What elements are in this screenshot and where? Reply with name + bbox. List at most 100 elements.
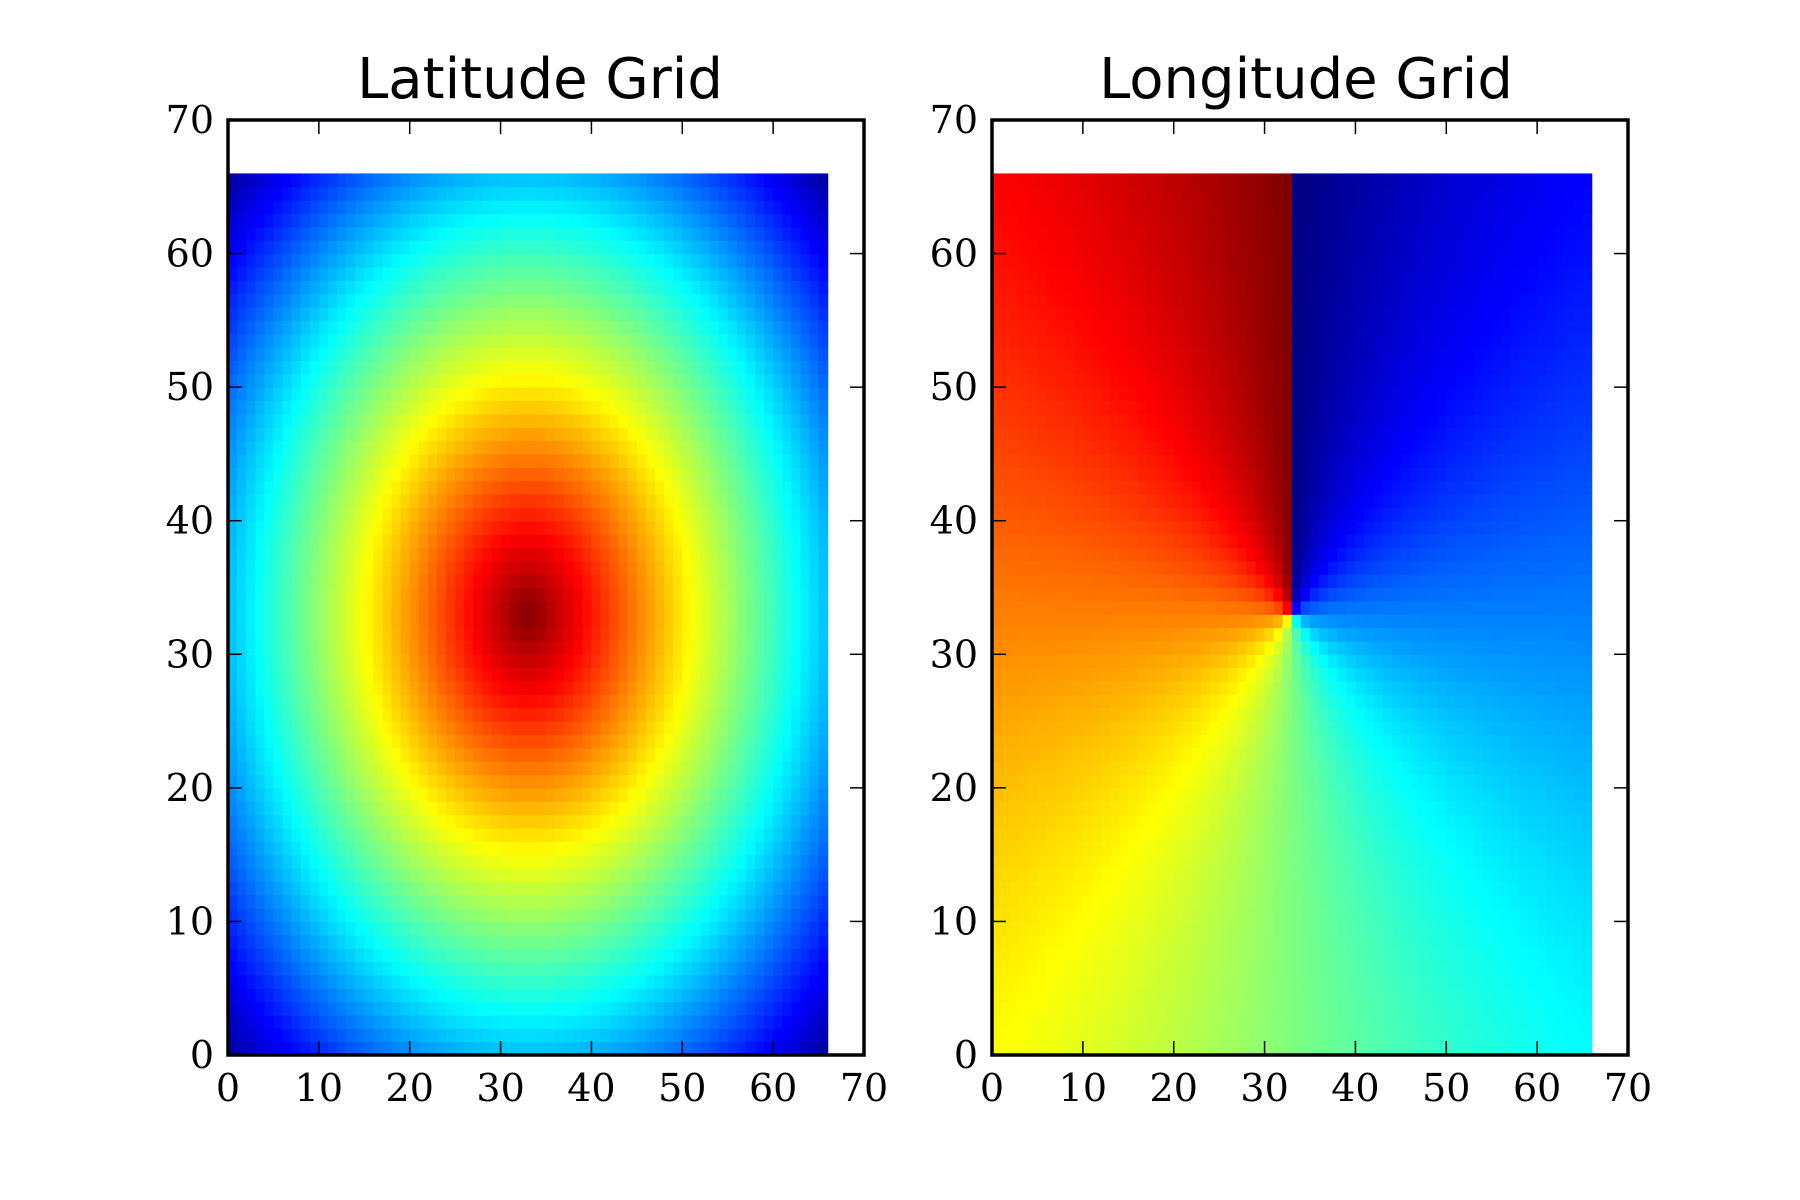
- heatmap-cell: [418, 280, 429, 295]
- heatmap-cell: [700, 934, 711, 949]
- heatmap-cell: [228, 427, 238, 442]
- heatmap-cell: [791, 534, 801, 549]
- heatmap-cell: [709, 280, 720, 295]
- heatmap-cell: [373, 894, 384, 909]
- heatmap-cell: [682, 894, 692, 909]
- heatmap-cell: [591, 440, 602, 455]
- heatmap-cell: [682, 453, 692, 468]
- heatmap-cell: [436, 734, 447, 749]
- heatmap-cell: [327, 614, 338, 629]
- heatmap-cell: [1573, 988, 1584, 1003]
- heatmap-cell: [564, 534, 574, 549]
- heatmap-cell: [482, 373, 493, 388]
- heatmap-cell: [418, 801, 429, 816]
- heatmap-cell: [546, 507, 556, 522]
- heatmap-cell: [246, 787, 256, 802]
- heatmap-cell: [573, 347, 583, 362]
- heatmap-cell: [291, 373, 302, 388]
- heatmap-cell: [1528, 988, 1538, 1003]
- heatmap-cell: [546, 988, 556, 1003]
- heatmap-cell: [455, 961, 465, 976]
- heatmap-cell: [255, 854, 265, 869]
- heatmap-cell: [1210, 1028, 1220, 1043]
- heatmap-cell: [809, 280, 820, 295]
- heatmap-cell: [655, 974, 665, 989]
- heatmap-cell: [446, 453, 456, 468]
- heatmap-cell: [473, 373, 483, 388]
- heatmap-cell: [400, 868, 411, 882]
- heatmap-cell: [228, 921, 238, 936]
- heatmap-cell: [527, 787, 538, 802]
- heatmap-cell: [400, 373, 411, 388]
- heatmap-cell: [727, 173, 738, 188]
- heatmap-cell: [273, 1041, 284, 1056]
- heatmap-cell: [736, 614, 747, 629]
- heatmap-cell: [818, 694, 829, 709]
- heatmap-cell: [355, 868, 365, 882]
- heatmap-cell: [645, 841, 656, 856]
- heatmap-cell: [1319, 1014, 1329, 1029]
- heatmap-cell: [582, 266, 593, 281]
- heatmap-cell: [527, 1001, 538, 1016]
- heatmap-cell: [700, 747, 711, 762]
- heatmap-cell: [809, 307, 820, 321]
- heatmap-cell: [1282, 961, 1293, 976]
- heatmap-cell: [745, 413, 756, 428]
- heatmap-cell: [1373, 974, 1384, 989]
- heatmap-cell: [418, 747, 429, 762]
- heatmap-cell: [1246, 988, 1257, 1003]
- heatmap-cell: [618, 427, 629, 442]
- heatmap-cell: [318, 961, 329, 976]
- heatmap-cell: [800, 507, 811, 522]
- heatmap-cell: [627, 774, 638, 789]
- heatmap-cell: [464, 387, 474, 402]
- heatmap-cell: [682, 934, 692, 949]
- heatmap-cell: [491, 707, 502, 722]
- heatmap-cell: [682, 320, 692, 335]
- heatmap-cell: [318, 507, 329, 522]
- heatmap-cell: [536, 173, 547, 188]
- heatmap-cell: [1082, 974, 1093, 989]
- heatmap-cell: [500, 1014, 511, 1029]
- heatmap-cell: [800, 707, 811, 722]
- heatmap-cell: [718, 814, 729, 829]
- heatmap-cell: [600, 413, 611, 428]
- heatmap-cell: [1073, 1041, 1084, 1056]
- heatmap-cell: [346, 400, 356, 415]
- heatmap-cell: [682, 307, 692, 321]
- heatmap-cell: [400, 774, 411, 789]
- heatmap-cell: [382, 520, 393, 535]
- heatmap-cell: [727, 667, 738, 682]
- heatmap-cell: [718, 547, 729, 562]
- heatmap-cell: [809, 854, 820, 869]
- heatmap-cell: [500, 213, 511, 228]
- heatmap-cell: [291, 453, 302, 468]
- heatmap-cell: [736, 1041, 747, 1056]
- x-tick-label: 60: [749, 1066, 797, 1110]
- heatmap-cell: [655, 587, 665, 602]
- heatmap-cell: [473, 186, 483, 201]
- heatmap-cell: [518, 814, 529, 829]
- heatmap-cell: [473, 253, 483, 268]
- heatmap-cell: [809, 640, 820, 655]
- heatmap-cell: [318, 654, 329, 669]
- heatmap-cell: [1237, 988, 1247, 1003]
- heatmap-cell: [327, 213, 338, 228]
- heatmap-cell: [764, 520, 774, 535]
- heatmap-cell: [727, 494, 738, 508]
- heatmap-cell: [273, 467, 284, 482]
- heatmap-cell: [691, 453, 702, 468]
- heatmap-cell: [1328, 974, 1338, 989]
- heatmap-cell: [809, 480, 820, 495]
- heatmap-cell: [237, 200, 247, 215]
- heatmap-cell: [1409, 1001, 1420, 1016]
- heatmap-cell: [609, 988, 620, 1003]
- heatmap-cell: [1518, 1014, 1529, 1029]
- heatmap-cell: [418, 974, 429, 989]
- heatmap-cell: [582, 707, 593, 722]
- heatmap-cell: [573, 467, 583, 482]
- heatmap-cell: [727, 974, 738, 989]
- heatmap-cell: [691, 200, 702, 215]
- heatmap-cell: [327, 841, 338, 856]
- heatmap-cell: [555, 681, 565, 695]
